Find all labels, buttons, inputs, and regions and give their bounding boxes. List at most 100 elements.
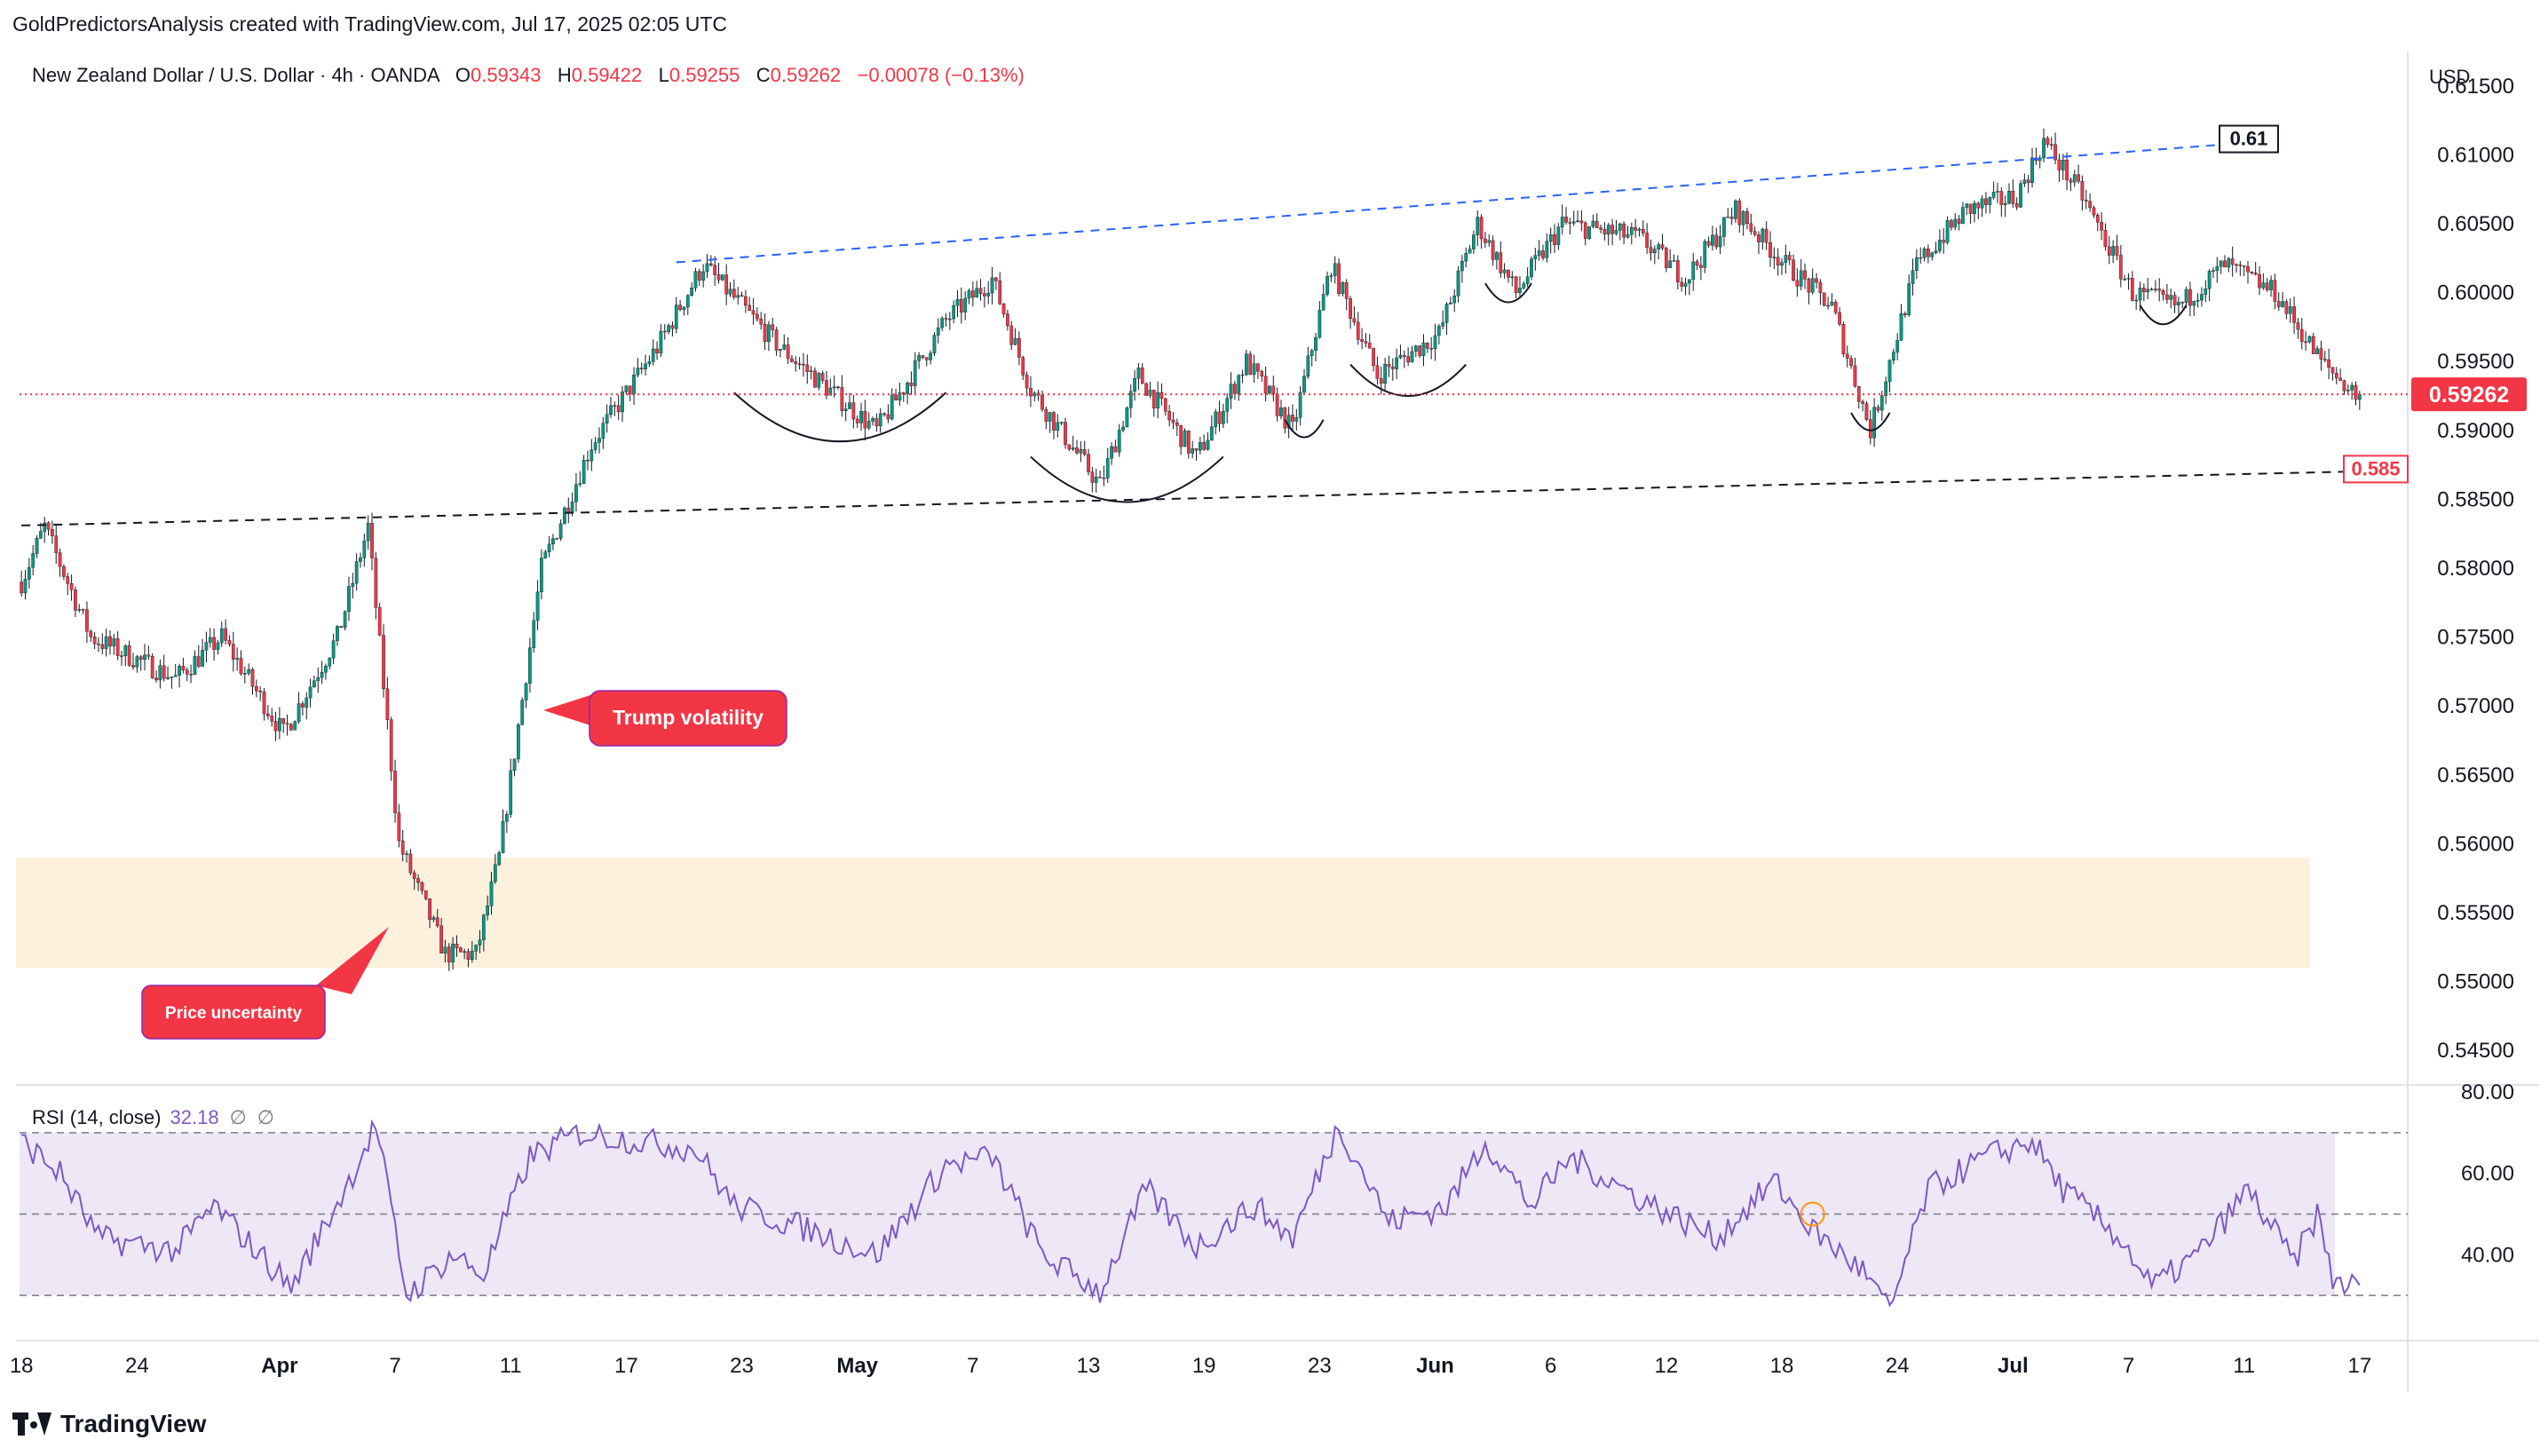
candle-body bbox=[2223, 260, 2227, 268]
time-axis[interactable]: 18 24 Apr 7 11 17 23 May 7 13 19 23 Jun 6 12 18 24 Jul 7 11… bbox=[10, 1354, 2371, 1378]
candle-body bbox=[2138, 288, 2142, 301]
candle-body bbox=[1425, 342, 1429, 349]
candle-body bbox=[851, 402, 856, 420]
candle-body bbox=[43, 522, 47, 532]
candle-body bbox=[524, 683, 528, 700]
candle-body bbox=[632, 375, 636, 395]
ohlc-close-value: 0.59262 bbox=[770, 64, 842, 86]
candle-body bbox=[2161, 290, 2165, 296]
currency-label[interactable]: USD bbox=[2429, 66, 2471, 88]
candle-body bbox=[1017, 337, 1021, 358]
symbol-legend[interactable]: New Zealand Dollar / U.S. Dollar · 4h · … bbox=[32, 64, 1025, 87]
candle-body bbox=[971, 290, 975, 298]
time-tick-label: 23 bbox=[730, 1354, 754, 1378]
candle-body bbox=[1530, 258, 1533, 278]
candle-body bbox=[351, 582, 355, 587]
candle-body bbox=[1052, 412, 1056, 431]
candle-body bbox=[2061, 160, 2065, 170]
candle-body bbox=[2019, 183, 2022, 208]
candle-body bbox=[543, 551, 548, 558]
candle-body bbox=[1044, 408, 1048, 422]
candle-body bbox=[1764, 228, 1769, 243]
candle-body bbox=[1591, 220, 1595, 227]
candle-body bbox=[1183, 431, 1187, 447]
candle-body bbox=[2219, 260, 2223, 267]
candle-body bbox=[678, 305, 682, 311]
candle-body bbox=[1067, 444, 1072, 450]
candle-body bbox=[1683, 282, 1688, 287]
candle-body bbox=[716, 274, 721, 281]
candle-body bbox=[1564, 217, 1568, 223]
candle-body bbox=[558, 523, 563, 539]
callout-price-uncertainty: Price uncertainty bbox=[141, 927, 389, 1040]
candle-body bbox=[455, 944, 459, 948]
candle-body bbox=[1568, 222, 1572, 224]
candle-body bbox=[1395, 357, 1398, 369]
candle-body bbox=[1691, 261, 1696, 281]
candle-body bbox=[986, 292, 991, 297]
candle-body bbox=[250, 669, 255, 687]
candle-body bbox=[1321, 294, 1325, 311]
candle-body bbox=[1491, 240, 1495, 260]
candle-body bbox=[1298, 392, 1302, 418]
time-tick-label: 18 bbox=[10, 1354, 34, 1378]
candle-body bbox=[1151, 390, 1156, 409]
candle-body bbox=[270, 716, 274, 722]
candle-body bbox=[586, 460, 590, 462]
candle-body bbox=[978, 288, 983, 294]
candle-body bbox=[1364, 341, 1368, 344]
candle-body bbox=[882, 413, 886, 415]
candle-body bbox=[1799, 270, 1803, 287]
candle-body bbox=[301, 703, 305, 708]
candle-body bbox=[1976, 202, 1981, 209]
candle-body bbox=[2084, 200, 2088, 202]
candle-body bbox=[975, 288, 979, 298]
candle-body bbox=[2292, 306, 2296, 323]
candle-body bbox=[1121, 426, 1125, 431]
candle-body bbox=[2212, 270, 2215, 272]
candle-body bbox=[247, 669, 251, 674]
candle-body bbox=[628, 385, 632, 395]
candle-body bbox=[92, 637, 97, 645]
candle-body bbox=[2065, 160, 2069, 180]
candle-body bbox=[1105, 457, 1110, 479]
symbol-name[interactable]: New Zealand Dollar / U.S. Dollar · 4h · … bbox=[32, 64, 439, 86]
candle-body bbox=[1599, 227, 1602, 230]
candle-body bbox=[158, 665, 162, 681]
candle-body bbox=[69, 583, 74, 590]
candle-body bbox=[794, 361, 798, 365]
candle-body bbox=[1714, 234, 1719, 248]
candle-body bbox=[2172, 295, 2177, 305]
candle-body bbox=[1144, 383, 1148, 396]
candle-body bbox=[23, 579, 28, 594]
candle-body bbox=[759, 319, 764, 325]
candle-body bbox=[478, 939, 482, 946]
candle-body bbox=[874, 418, 879, 427]
blue-resistance-trendline bbox=[676, 144, 2216, 264]
price-axis[interactable]: 0.61500 0.61000 0.60500 0.60000 0.59500 0.590… bbox=[2437, 75, 2514, 1063]
candle-body bbox=[1672, 260, 1676, 262]
candle-body bbox=[385, 688, 390, 720]
candle-body bbox=[2227, 258, 2231, 268]
candle-body bbox=[2299, 328, 2304, 343]
candle-body bbox=[601, 423, 605, 439]
candle-body bbox=[898, 392, 902, 401]
candle-body bbox=[1622, 223, 1626, 238]
candle-body bbox=[1980, 198, 1984, 209]
candle-body bbox=[1229, 384, 1233, 399]
candle-body bbox=[497, 852, 502, 866]
candle-body bbox=[1984, 198, 1988, 205]
candle-body bbox=[343, 611, 347, 628]
candle-body bbox=[1456, 270, 1460, 297]
candle-body bbox=[967, 290, 971, 299]
tradingview-footer[interactable]: TradingView bbox=[12, 1410, 206, 1438]
candle-body bbox=[328, 658, 332, 667]
candle-body bbox=[1260, 371, 1264, 376]
candle-body bbox=[1271, 385, 1276, 394]
candle-body bbox=[786, 344, 790, 360]
candle-body bbox=[1602, 229, 1607, 235]
ohlc-open-value: 0.59343 bbox=[470, 64, 542, 86]
price-tick-label: 0.54500 bbox=[2437, 1039, 2514, 1063]
candle-body bbox=[1991, 192, 1996, 198]
